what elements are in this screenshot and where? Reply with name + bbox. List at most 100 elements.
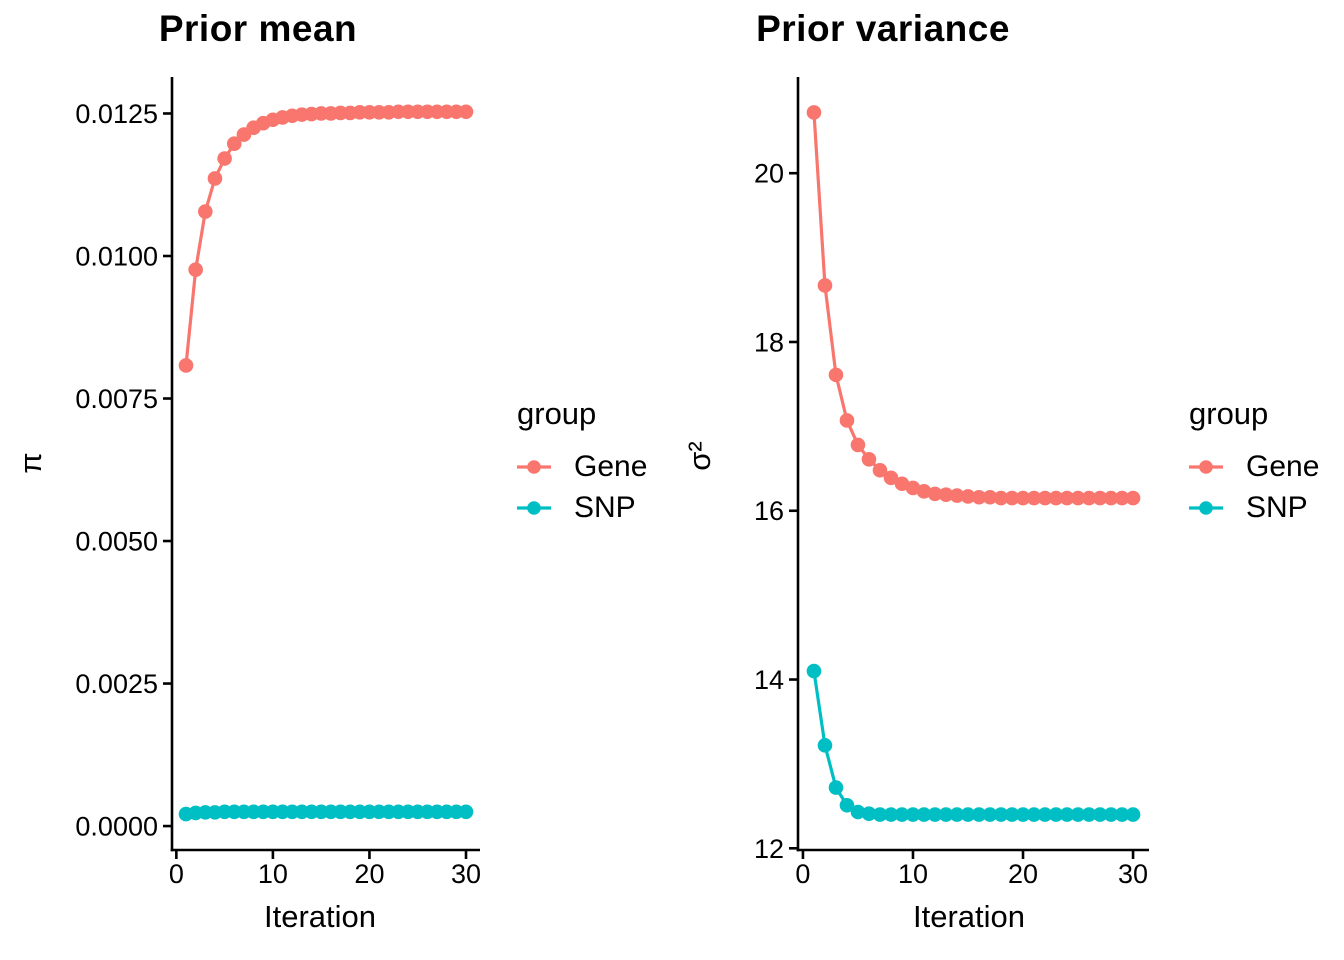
data-point-gene	[207, 171, 223, 186]
data-point-gene	[850, 437, 866, 453]
data-point-gene	[872, 462, 888, 478]
data-point-snp	[960, 807, 976, 822]
data-point-gene	[828, 367, 844, 383]
data-point-gene	[817, 278, 833, 293]
data-point-snp	[1015, 807, 1031, 822]
data-point-snp	[1026, 807, 1042, 822]
legend-item-gene: Gene	[517, 446, 647, 487]
plot-title-prior-mean: Prior mean	[158, 8, 358, 49]
x-tick-label: 20	[354, 859, 384, 889]
y-axis-title-sigma-squared: σ²	[682, 441, 717, 471]
y-tick-label: 0.0100	[75, 241, 158, 271]
data-point-snp	[971, 807, 987, 822]
x-tick-label: 10	[258, 859, 288, 889]
legend-title: group	[517, 396, 597, 431]
data-point-gene	[1092, 490, 1108, 506]
data-point-gene	[938, 487, 954, 503]
legend-key-gene-icon	[1189, 459, 1223, 474]
data-point-gene	[982, 489, 998, 505]
legend-label-snp: SNP	[1246, 490, 1308, 524]
data-point-snp	[1092, 807, 1108, 822]
data-point-gene	[1125, 490, 1141, 506]
y-tick-label: 16	[754, 496, 784, 526]
data-point-snp	[817, 738, 833, 753]
x-tick-label: 10	[898, 859, 928, 889]
data-point-snp	[861, 806, 877, 822]
y-tick-label: 0.0125	[75, 99, 158, 129]
data-point-snp	[458, 804, 474, 820]
data-point-snp	[1059, 807, 1075, 822]
legend-key-snp-icon	[517, 500, 551, 515]
data-point-gene	[839, 413, 855, 428]
legend-item-gene: Gene	[1189, 446, 1319, 487]
y-tick-label: 0.0075	[75, 384, 158, 414]
data-point-snp	[883, 807, 899, 822]
x-tick-label: 0	[795, 859, 810, 889]
y-tick-label: 14	[754, 665, 784, 695]
data-point-gene	[1004, 490, 1020, 506]
data-point-gene	[1081, 490, 1097, 506]
data-point-gene	[178, 358, 194, 373]
data-point-snp	[806, 663, 822, 679]
data-point-gene	[1070, 490, 1086, 506]
data-point-gene	[1026, 490, 1042, 506]
data-point-snp	[905, 807, 921, 822]
y-axis-title-pi: π	[13, 452, 48, 474]
data-point-snp	[828, 780, 844, 795]
legend-key-snp-icon	[1189, 500, 1223, 515]
legend-key-gene-icon	[517, 459, 551, 474]
data-point-snp	[1004, 807, 1020, 822]
data-point-gene	[1048, 490, 1064, 506]
plot-title-prior-variance: Prior variance	[756, 8, 1010, 49]
legend-left: group Gene SNP	[517, 396, 647, 528]
x-tick-label: 30	[451, 859, 481, 889]
x-tick-label: 30	[1118, 859, 1148, 889]
data-point-gene	[1037, 490, 1053, 506]
legend-label-gene: Gene	[574, 449, 648, 483]
legend-label-gene: Gene	[1246, 449, 1320, 483]
data-point-snp	[1070, 807, 1086, 822]
data-point-gene	[949, 488, 965, 503]
x-tick-label: 0	[169, 859, 184, 889]
data-point-gene	[458, 104, 474, 120]
data-point-gene	[861, 451, 877, 467]
data-point-snp	[982, 807, 998, 822]
series-line-snp	[812, 669, 1135, 817]
series-line-gene	[184, 110, 468, 368]
data-point-snp	[1037, 807, 1053, 822]
data-point-snp	[1125, 807, 1141, 822]
y-tick-label: 0.0000	[75, 812, 158, 842]
legend-label-snp: SNP	[574, 490, 636, 524]
data-point-snp	[949, 807, 965, 822]
data-point-snp	[916, 807, 932, 822]
data-point-gene	[960, 489, 976, 504]
legend-item-snp: SNP	[517, 487, 647, 528]
data-point-snp	[927, 807, 943, 822]
y-tick-label: 18	[754, 327, 784, 357]
data-point-gene	[993, 490, 1009, 506]
y-tick-label: 12	[754, 834, 784, 864]
x-axis-title-right: Iteration	[912, 899, 1025, 934]
data-point-gene	[883, 470, 899, 486]
y-tick-label: 0.0050	[75, 526, 158, 556]
data-point-gene	[916, 484, 932, 499]
data-point-snp	[839, 797, 855, 813]
data-point-gene	[188, 262, 203, 277]
data-point-snp	[938, 807, 954, 822]
data-point-gene	[806, 105, 822, 120]
data-point-gene	[894, 476, 910, 492]
data-point-gene	[905, 480, 921, 496]
legend-right: group Gene SNP	[1189, 396, 1319, 528]
x-axis-title-left: Iteration	[263, 899, 376, 934]
data-point-snp	[1081, 807, 1097, 822]
data-point-gene	[217, 151, 232, 166]
data-point-snp	[993, 807, 1009, 822]
data-point-gene	[927, 486, 943, 502]
data-point-snp	[872, 807, 888, 822]
y-tick-label: 0.0025	[75, 669, 158, 699]
data-point-gene	[971, 489, 987, 505]
data-point-snp	[894, 807, 910, 822]
data-point-gene	[226, 136, 242, 151]
